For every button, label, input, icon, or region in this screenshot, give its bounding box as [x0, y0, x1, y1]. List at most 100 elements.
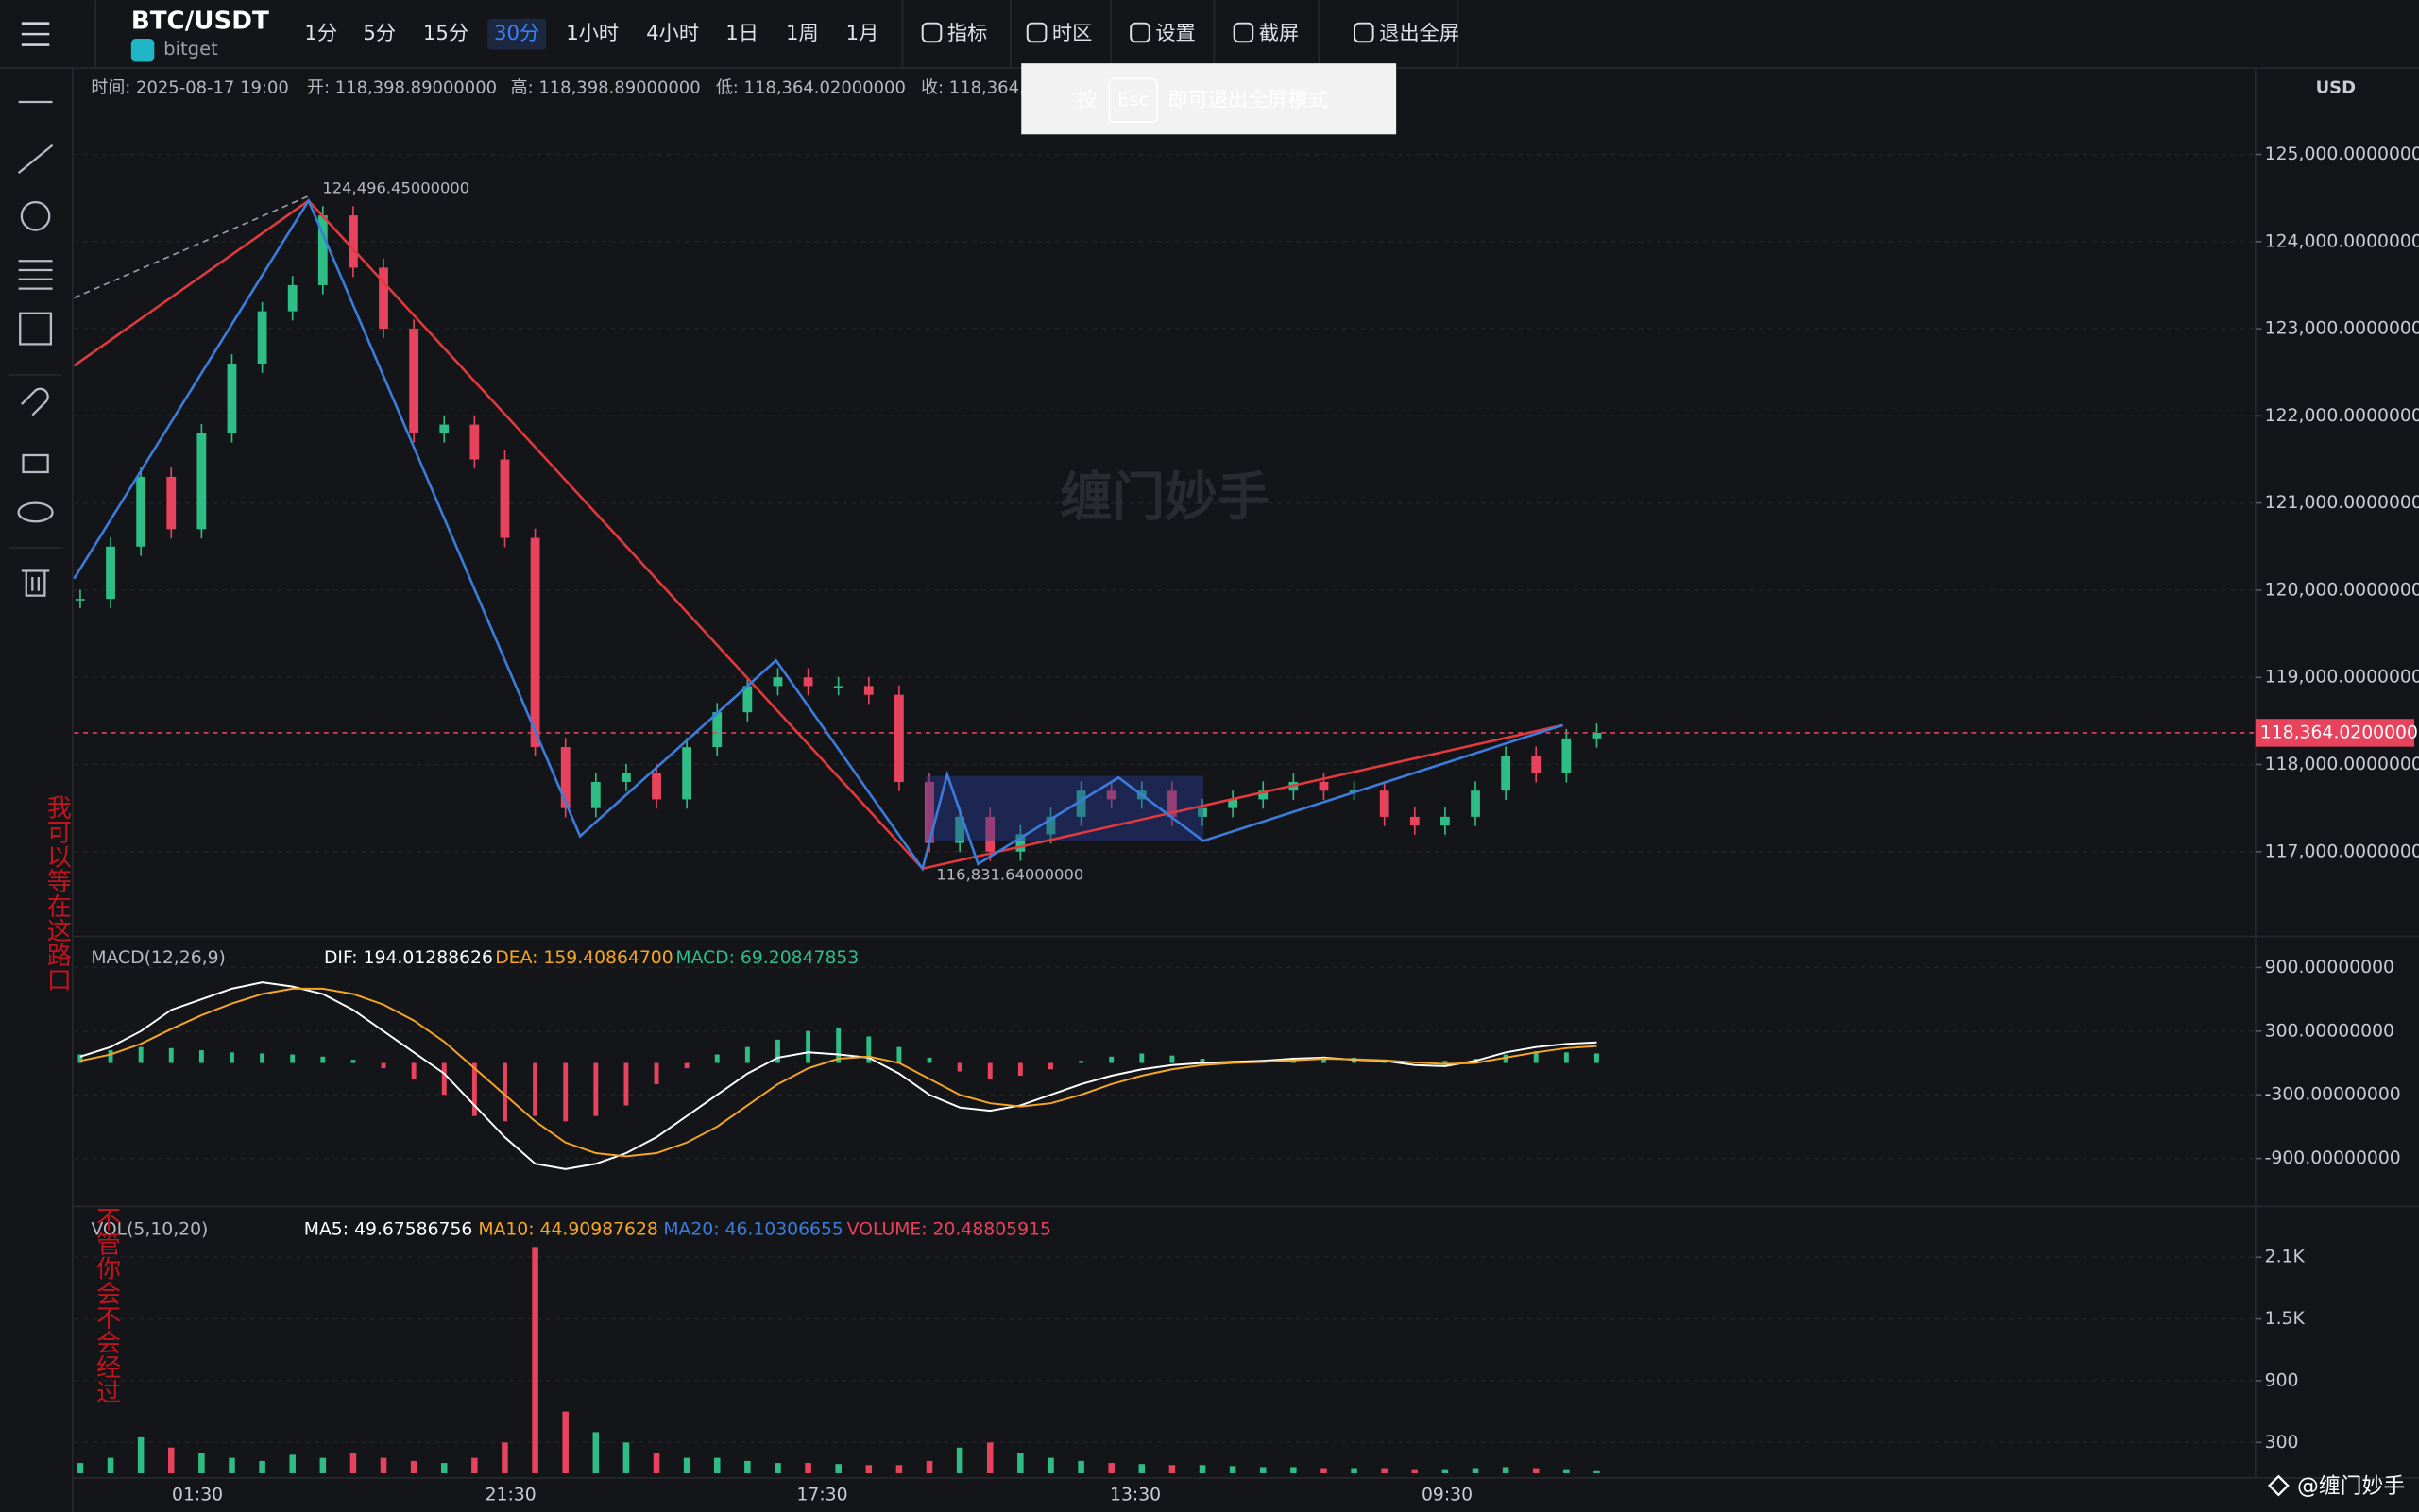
macd-bar [533, 1062, 538, 1116]
toolbar-button[interactable]: 时区 [1052, 22, 1092, 45]
y-tick-label: 117,000.00000000 [2265, 841, 2419, 861]
watermark: 缠门妙手 [1060, 467, 1269, 529]
candle-body [196, 433, 207, 530]
macd-bar [381, 1062, 386, 1069]
tool-pattern[interactable] [19, 312, 53, 346]
volume-bar [532, 1247, 538, 1473]
candle-body [863, 686, 874, 695]
macd-bar [350, 1060, 356, 1063]
volume-bar [895, 1465, 903, 1473]
candle-body [803, 677, 813, 687]
macd-bar [744, 1046, 750, 1063]
ohlc-info: 时间: 2025-08-17 19:00 [91, 77, 288, 97]
x-tick-label: 21:30 [486, 1485, 537, 1504]
macd-bar [563, 1062, 569, 1122]
tool-eye[interactable] [17, 501, 54, 523]
interval-button[interactable]: 30分 [494, 22, 539, 45]
macd-bar [806, 1030, 811, 1063]
candle-body [227, 363, 237, 433]
candle-body [773, 677, 783, 687]
footer-icon [2267, 1474, 2290, 1497]
y-tick-label: 2.1K [2265, 1248, 2306, 1267]
interval-button[interactable]: 1小时 [566, 22, 619, 45]
volume-bar [592, 1432, 600, 1473]
y-tick-label: 125,000.00000000 [2265, 144, 2419, 164]
tool-circle[interactable] [20, 201, 51, 231]
interval-button[interactable]: 5分 [363, 22, 396, 45]
toolbar-button[interactable]: 退出全屏 [1379, 22, 1459, 45]
macd-bar [623, 1062, 629, 1106]
candle-body [469, 424, 480, 460]
red-drawing [73, 198, 1563, 871]
tool-magnet[interactable] [21, 387, 49, 416]
ohlc-info: 低: 118,364.02000000 [716, 77, 906, 97]
menu-icon[interactable] [21, 22, 50, 46]
tool-lock[interactable] [22, 453, 49, 474]
interval-button[interactable]: 15分 [423, 22, 468, 45]
legend-entry: DEA: 159.40864700 [495, 948, 673, 968]
macd-bar [866, 1036, 872, 1063]
macd-bar [1017, 1062, 1023, 1077]
annotation: 不管你会不会经过 [92, 1206, 121, 1403]
y-tick-label: 123,000.00000000 [2265, 319, 2419, 339]
interval-button[interactable]: 1周 [786, 22, 819, 45]
macd-bar [1109, 1056, 1115, 1063]
last-price-box [2255, 719, 2415, 747]
candle-body [682, 747, 692, 800]
volume-bar [956, 1447, 963, 1473]
y-tick-label: 1.5K [2265, 1309, 2306, 1329]
toast-text: 即可退出全屏模式 [1167, 88, 1328, 111]
volume-bar [713, 1457, 721, 1473]
macd-bar [593, 1062, 599, 1116]
toast-key: Esc [1117, 89, 1149, 110]
candle-body [1046, 816, 1056, 835]
button-icon [1026, 22, 1048, 43]
volume-bar [167, 1447, 175, 1473]
candle-body [1531, 756, 1542, 773]
footer: @缠门妙手 [2297, 1474, 2405, 1499]
tool-delete[interactable] [21, 569, 50, 597]
volume-bar [562, 1411, 569, 1473]
volume-bar [805, 1463, 811, 1473]
macd-bar [230, 1052, 234, 1063]
key-box [1108, 77, 1158, 124]
candle-body [712, 712, 723, 748]
candle-body [1015, 834, 1026, 852]
candle-body [1592, 732, 1602, 739]
volume-bar [683, 1457, 690, 1473]
candle-body [560, 747, 571, 808]
x-tick-label: 17:30 [796, 1485, 847, 1504]
legend-entry: MACD: 69.20847853 [675, 948, 859, 968]
ohlc-info: 高: 118,398.89000000 [511, 77, 701, 97]
y-tick-label: 119,000.00000000 [2265, 668, 2419, 688]
macd-bar [714, 1054, 720, 1063]
candle-body [1440, 816, 1450, 826]
volume-bar [1108, 1463, 1115, 1473]
interval-button[interactable]: 1月 [846, 22, 879, 45]
drawing-tools [17, 100, 54, 597]
macd-bar [1079, 1061, 1084, 1063]
volume-bar [1351, 1468, 1357, 1473]
volume-bar [198, 1453, 205, 1473]
interval-button[interactable]: 1分 [304, 22, 337, 45]
macd-bar [1442, 1061, 1448, 1063]
macd-bar [1048, 1062, 1053, 1070]
volume-bar [77, 1463, 84, 1473]
volume-bar [835, 1464, 842, 1473]
toolbar-button[interactable]: 设置 [1155, 22, 1195, 45]
toolbar-button[interactable]: 截屏 [1259, 22, 1299, 45]
macd-bar [684, 1062, 690, 1069]
candle-body [1501, 756, 1511, 791]
tool-trend[interactable] [17, 144, 54, 175]
y-tick-label: 300.00000000 [2265, 1021, 2394, 1041]
candle-body [379, 267, 388, 330]
interval-button[interactable]: 1日 [725, 22, 758, 45]
y-tick-label: 300 [2265, 1433, 2299, 1453]
interval-button[interactable]: 4小时 [646, 22, 699, 45]
candle-body [955, 816, 965, 843]
button-icon [1354, 22, 1374, 43]
toolbar-button[interactable]: 指标 [947, 22, 987, 45]
tool-fib[interactable] [18, 260, 53, 290]
